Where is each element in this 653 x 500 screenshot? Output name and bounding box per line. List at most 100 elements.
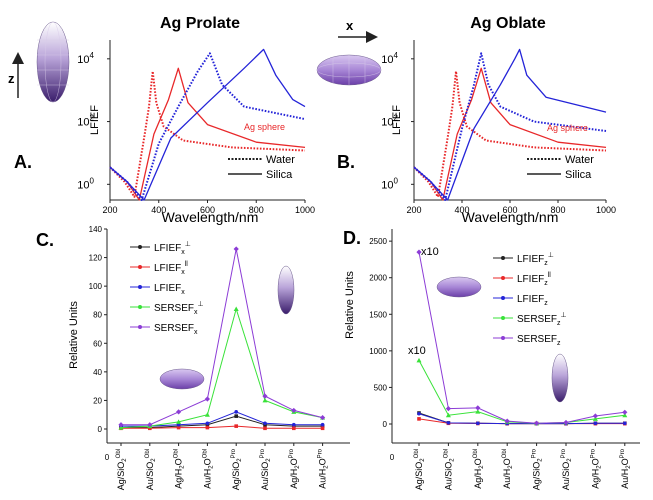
category-label: Ag/H2OObl (174, 449, 186, 489)
data-point (233, 246, 239, 252)
data-point (147, 422, 153, 428)
data-point (233, 306, 239, 311)
y-axis-label-d: Relative Units (344, 271, 356, 339)
legend-d: LFIEFz⊥ LFIEFzll LFIEFz SERSEFz⊥ SERSEFz (493, 252, 567, 347)
category-labels-d: Ag/SiO2Obl Au/SiO2Obl Ag/H2OObl Au/H2OObl Ag… (414, 443, 632, 490)
ag-prolate-water-line (109, 52, 306, 201)
data-point (622, 412, 628, 418)
annotation-ag-sphere-a: Ag sphere (244, 122, 285, 132)
data-point (176, 425, 181, 430)
data-point (417, 411, 421, 416)
legend-label: SERSEFz⊥ (517, 312, 567, 327)
x-tick-label: 400 (151, 205, 166, 215)
plot-area-b: 200 400 600 800 1000 100 102 104 (381, 40, 616, 215)
legend-c: LFIEFx⊥ LFIEFxll LFIEFx SERSEFx⊥ SERSEFx (130, 241, 204, 336)
y-tick-label: 20 (93, 396, 102, 405)
data-point (417, 417, 421, 421)
series-group-c (118, 246, 326, 431)
y-tick-label: 120 (89, 254, 103, 263)
data-point (292, 426, 296, 431)
data-point (205, 421, 210, 426)
data-point (416, 357, 422, 363)
data-point (320, 414, 326, 421)
legend-marker (501, 336, 505, 340)
category-label: Au/SiO2Pro (561, 448, 573, 490)
data-point (475, 409, 481, 414)
series-line-sersef-z (418, 252, 625, 424)
data-point (623, 421, 627, 426)
data-point (291, 407, 297, 414)
category-label: Au/SiO2Obl (443, 449, 455, 490)
category-label: Au/H2OPro (620, 448, 632, 488)
data-point (234, 414, 238, 418)
data-point (592, 413, 598, 419)
legend-label: LFIEFz (517, 294, 548, 307)
data-point (263, 421, 267, 426)
y-tick-label: 2000 (369, 274, 387, 283)
z-axis-label: z (8, 71, 15, 86)
x-tick-label: 600 (200, 205, 215, 215)
panel-label-c: C. (36, 230, 54, 250)
data-point (292, 422, 296, 427)
y-tick-label: 2500 (369, 237, 387, 246)
x-tick-label: 600 (502, 205, 517, 215)
data-point (504, 418, 510, 424)
ag-prolate-silica-line (109, 48, 306, 201)
ag-sphere-water-line (109, 70, 306, 198)
data-point (263, 426, 267, 431)
legend-label: LFIEFzll (517, 272, 551, 287)
legend-label: LFIEFz⊥ (517, 252, 554, 267)
panel-label-a: A. (14, 152, 32, 172)
data-point (320, 426, 325, 431)
series-line-lfief-x- (121, 415, 323, 429)
prolate-particle-icon-d (551, 353, 569, 403)
category-label: Au/H2OObl (202, 449, 214, 489)
category-label: Ag/SiO2Obl (414, 449, 426, 490)
data-point (445, 412, 451, 418)
y-tick-label: 40 (93, 368, 102, 377)
series-line-sersef-x (121, 248, 323, 426)
x-tick-label: 400 (454, 205, 469, 215)
panel-label-d: D. (343, 228, 361, 248)
legend-b: Water Silica (527, 154, 594, 181)
series-group-a (109, 48, 306, 201)
legend-label-silica-a: Silica (266, 169, 293, 181)
legend-a: Water Silica (228, 154, 295, 181)
chart-title-a: Ag Prolate (160, 15, 240, 32)
prolate-particle-icon-c (277, 265, 295, 315)
x-tick-label: 800 (550, 205, 565, 215)
y-tick-label: 0 (98, 425, 103, 434)
y-tick-label: 104 (77, 51, 94, 66)
data-point (445, 406, 451, 412)
data-point (204, 412, 210, 417)
y-tick-label: 102 (381, 114, 398, 129)
legend-marker (138, 265, 142, 269)
x-tick-label: 800 (249, 205, 264, 215)
data-point (262, 393, 268, 399)
panel-label-b: B. (337, 152, 355, 172)
category-label: Au/SiO2Pro (260, 448, 272, 490)
category-label: Au/SiO2Obl (145, 449, 157, 490)
data-point (563, 419, 569, 426)
series-line-lfief-x-ll (121, 425, 323, 429)
series-line-sersef-z- (418, 360, 625, 424)
legend-marker (501, 256, 505, 260)
y-tick-label: 0 (383, 420, 388, 429)
y-tick-label: 100 (77, 176, 94, 191)
chart-title-b: Ag Oblate (470, 15, 546, 32)
data-point (416, 249, 422, 255)
legend-marker (501, 296, 505, 300)
legend-marker (138, 305, 142, 309)
x-zero-label-c: 0 (105, 453, 110, 462)
plot-area-a: 200 400 600 800 1000 100 102 104 (77, 40, 315, 215)
legend-label: SERSEFz (517, 334, 561, 347)
panel-b: x B. Ag Oblate 200 400 600 800 1000 100 102 104… (316, 15, 616, 225)
data-point (534, 420, 540, 426)
data-point (148, 426, 152, 431)
y-axis-label-a: LFIEF (89, 105, 101, 135)
data-point (592, 416, 598, 421)
x-axis-label-b: Wavelength/nm (462, 209, 559, 225)
annotation-x10-purple: x10 (421, 246, 439, 258)
data-point (176, 409, 182, 415)
